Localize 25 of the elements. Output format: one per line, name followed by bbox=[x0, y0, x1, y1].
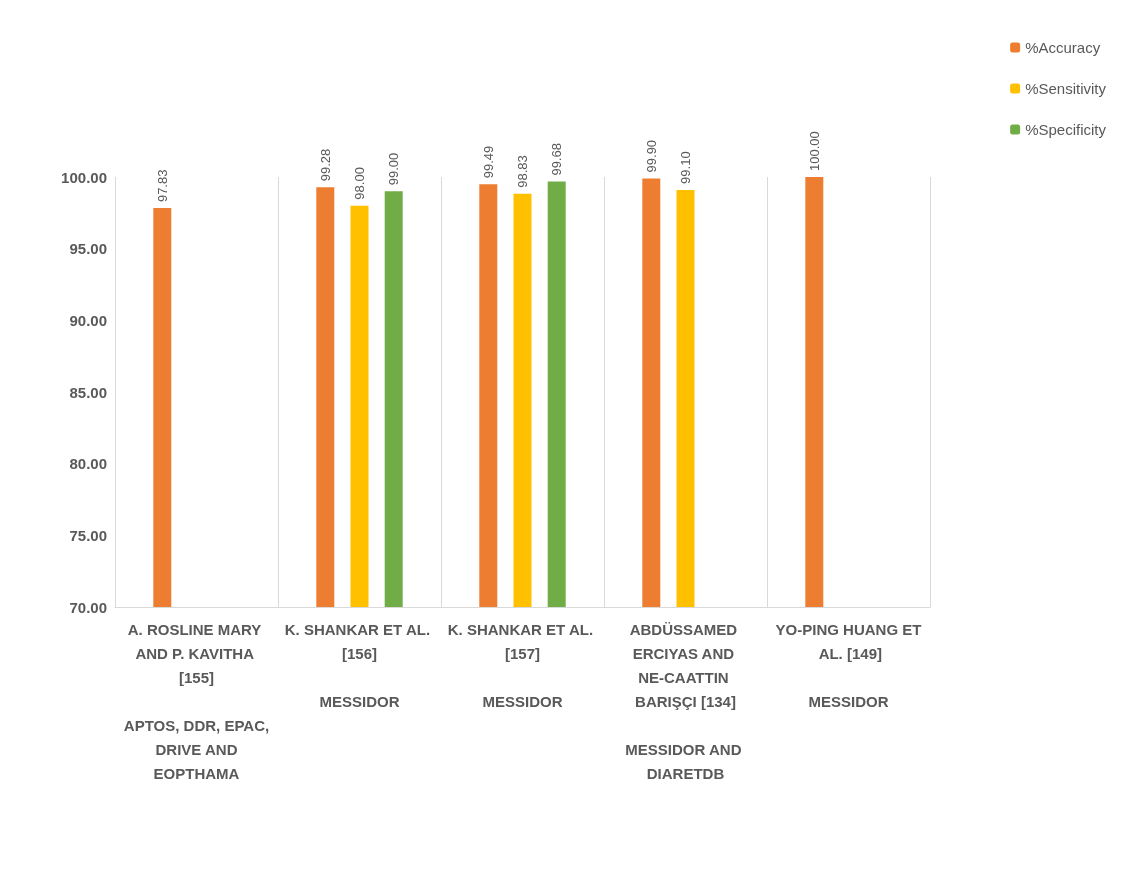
y-tick-label: 80.00 bbox=[69, 455, 107, 473]
legend-label: %Specificity bbox=[1025, 121, 1107, 138]
data-label: 99.49 bbox=[480, 145, 496, 179]
y-tick-label: 85.00 bbox=[69, 383, 107, 401]
category-label: ABDÜSSAMED ERCIYAS AND NE-CAATTIN BARIŞÇI [134] MESSIDOR AND DIARETDB bbox=[625, 620, 742, 782]
data-label: 98.83 bbox=[515, 155, 530, 188]
data-label: 99.00 bbox=[386, 152, 402, 186]
category-label: K. SHANKAR ET AL. [156] MESSIDOR bbox=[284, 620, 431, 710]
y-tick-label: 90.00 bbox=[69, 311, 107, 329]
category-label: K. SHANKAR ET AL. [157] MESSIDOR bbox=[447, 620, 594, 710]
data-label: 99.28 bbox=[317, 148, 333, 182]
category-label: YO-PING HUANG ET AL. [149] MESSIDOR bbox=[775, 620, 922, 710]
category-label: A. ROSLINE MARY AND P. KAVITHA [155] APTOS, DDR, EPAC, DRIVE AND EOPTHAMA bbox=[123, 620, 270, 782]
data-label: 100.00 bbox=[806, 131, 822, 171]
data-label: 99.10 bbox=[678, 151, 693, 184]
legend-label: %Accuracy bbox=[1025, 39, 1101, 56]
y-tick-label: 75.00 bbox=[69, 526, 107, 544]
data-label: 99.90 bbox=[643, 139, 659, 173]
data-label: 98.00 bbox=[352, 167, 367, 200]
data-label: 97.83 bbox=[154, 169, 170, 203]
y-tick-label: 95.00 bbox=[69, 240, 107, 258]
y-tick-label: 100.00 bbox=[61, 168, 107, 186]
data-label: 99.68 bbox=[549, 143, 565, 176]
y-tick-label: 70.00 bbox=[69, 598, 107, 616]
legend-label: %Sensitivity bbox=[1025, 80, 1107, 97]
